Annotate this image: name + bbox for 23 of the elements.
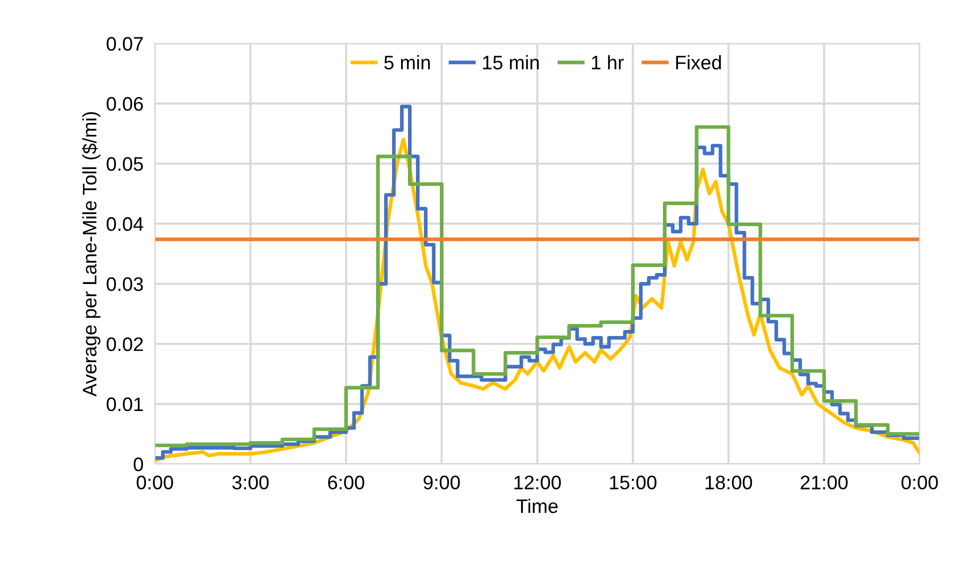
x-tick-label: 6:00 <box>328 476 364 490</box>
legend-label: Fixed <box>676 55 721 70</box>
x-tick-label: 0:00 <box>902 476 938 490</box>
y-tick-label: 0.06 <box>106 97 143 111</box>
legend-label: 15 min <box>483 55 539 70</box>
x-tick-label: 18:00 <box>706 476 752 490</box>
y-tick-label: 0.02 <box>106 337 143 352</box>
x-tick-label: 15:00 <box>610 476 656 490</box>
legend-label: 5 min <box>384 55 430 70</box>
y-tick-label: 0.07 <box>106 36 143 51</box>
y-axis-title: Average per Lane-Mile Toll ($/mi) <box>82 112 100 397</box>
x-tick-label: 21:00 <box>800 476 848 490</box>
y-tick-label: 0.03 <box>106 277 143 292</box>
y-tick-label: 0.05 <box>106 157 143 171</box>
x-tick-label: 9:00 <box>424 476 460 490</box>
legend-label: 1 hr <box>592 55 624 70</box>
x-tick-label: 0:00 <box>136 476 174 490</box>
y-tick-label: 0.01 <box>106 397 143 412</box>
y-tick-label: 0 <box>134 457 143 472</box>
x-tick-label: 12:00 <box>514 476 561 490</box>
y-tick-label: 0.04 <box>106 217 144 231</box>
x-tick-label: 3:00 <box>232 476 269 490</box>
x-axis-title: Time <box>516 498 558 514</box>
